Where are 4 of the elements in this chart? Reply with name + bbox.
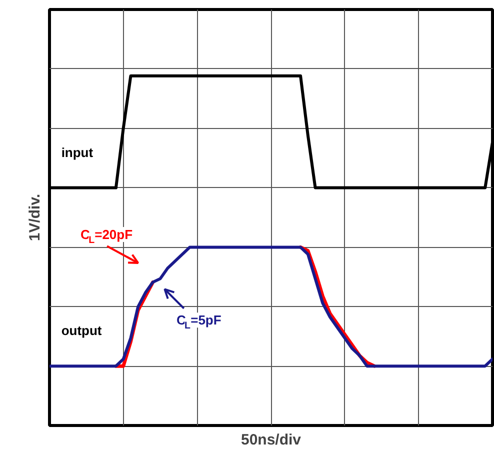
text: input	[61, 144, 94, 160]
annotation: output	[61, 323, 102, 338]
x-axis-title: 50ns/div	[240, 432, 302, 448]
y-axis-title: 1V/div.	[26, 194, 44, 242]
